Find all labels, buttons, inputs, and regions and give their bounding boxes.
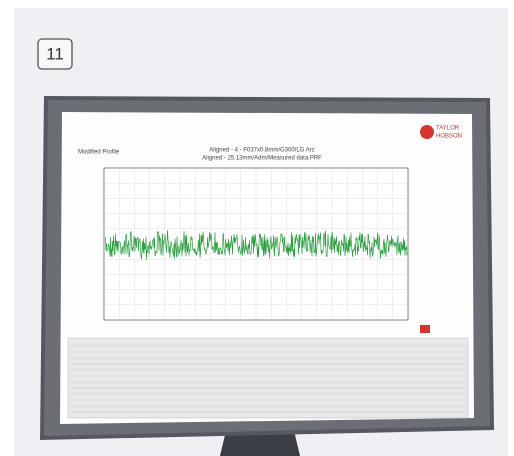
badge-number: 11: [46, 44, 64, 63]
brand-name: HOBSON: [436, 134, 462, 140]
panel-title: Modified Profile: [78, 150, 120, 156]
header-line: Aligned - 4 - F037x0.8mm/G300/LG Arc: [209, 148, 314, 154]
screen-icon: [420, 325, 430, 333]
product-image: 11 Modified Profile Aligned - 4 - F037x0…: [0, 0, 514, 456]
header-line: Aligned - 25.13mm/Adm/Measured data.PRF: [202, 156, 322, 162]
brand-logo: [420, 125, 434, 139]
brand-name: TAYLOR: [436, 126, 460, 132]
